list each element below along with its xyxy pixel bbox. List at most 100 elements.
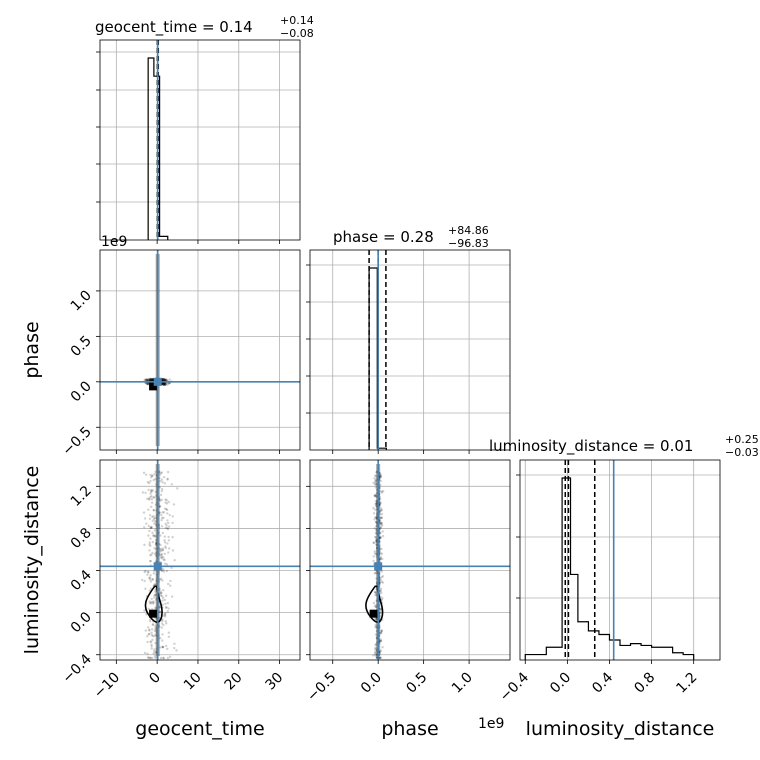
- sample-point: [144, 473, 148, 476]
- sample-point: [151, 623, 155, 627]
- sample-point: [150, 474, 154, 477]
- sample-point: [149, 377, 152, 381]
- sample-point: [151, 578, 154, 581]
- sample-point: [167, 539, 171, 542]
- sample-point: [373, 648, 377, 651]
- sample-point: [159, 592, 163, 595]
- sample-point: [378, 550, 381, 553]
- sample-point: [145, 378, 148, 381]
- sample-point: [161, 603, 164, 606]
- sample-point: [161, 378, 164, 381]
- tick-label: 0.0: [358, 670, 385, 697]
- sample-point: [378, 531, 381, 535]
- sample-point: [374, 591, 378, 595]
- sample-point: [375, 555, 378, 558]
- sample-point: [150, 647, 153, 650]
- sample-point: [175, 649, 178, 652]
- sample-point: [152, 515, 155, 518]
- sample-point: [163, 383, 167, 386]
- sample-point: [379, 649, 383, 652]
- sample-point: [146, 382, 149, 385]
- sample-point: [163, 377, 166, 381]
- sample-point: [162, 383, 165, 386]
- sample-point: [155, 554, 158, 557]
- sample-point: [160, 553, 163, 556]
- luminosity-distance-vs-geocent-time-panel: [96, 459, 301, 664]
- sample-point: [152, 508, 155, 512]
- sample-point: [158, 505, 162, 509]
- sample-point: [148, 576, 151, 579]
- sample-point: [374, 486, 377, 489]
- sample-point: [380, 631, 383, 634]
- sample-point: [375, 492, 378, 495]
- sample-point: [164, 378, 167, 382]
- sample-point: [170, 483, 173, 486]
- sample-point: [150, 526, 154, 530]
- sample-point: [380, 525, 383, 528]
- sample-point: [373, 550, 377, 553]
- sample-point: [163, 507, 167, 510]
- sample-point: [143, 609, 146, 612]
- truth-marker: [153, 377, 162, 386]
- tick-label: 0: [146, 670, 164, 688]
- sample-point: [148, 378, 151, 381]
- sample-point: [375, 655, 378, 658]
- sample-point: [164, 562, 167, 565]
- sample-point: [164, 602, 167, 606]
- sample-point: [373, 572, 377, 575]
- tick-label: −10: [91, 670, 123, 702]
- tick-label: 1.0: [449, 670, 476, 697]
- sample-point: [161, 382, 164, 385]
- sample-point: [148, 378, 152, 382]
- sample-point: [148, 378, 152, 382]
- sample-point: [159, 610, 162, 614]
- sample-point: [150, 525, 153, 529]
- sample-point: [145, 378, 148, 382]
- sample-point: [374, 483, 377, 486]
- sample-point: [163, 552, 166, 556]
- sample-point: [163, 613, 166, 616]
- sample-point: [163, 482, 167, 485]
- sample-point: [160, 498, 163, 502]
- phase-title-sub: −96.83: [448, 237, 489, 250]
- sample-point: [149, 580, 153, 583]
- sample-point: [164, 383, 167, 386]
- sample-point: [375, 524, 378, 528]
- sample-point: [151, 515, 154, 519]
- sample-point: [379, 479, 382, 483]
- sample-point: [150, 379, 154, 382]
- sample-point: [374, 535, 377, 539]
- sample-point: [374, 605, 378, 609]
- sample-point: [152, 508, 156, 512]
- sample-point: [147, 524, 151, 528]
- sample-point: [152, 496, 155, 499]
- sample-point: [373, 527, 377, 530]
- sample-point: [372, 654, 375, 657]
- sample-point: [374, 531, 378, 535]
- sample-point: [153, 648, 156, 651]
- sample-point: [142, 511, 146, 514]
- sample-point: [158, 479, 162, 483]
- sample-point: [164, 522, 167, 525]
- sample-point: [380, 490, 383, 493]
- sample-point: [158, 625, 161, 628]
- sample-point: [154, 490, 158, 494]
- sample-point: [374, 605, 378, 609]
- sample-point: [161, 645, 165, 649]
- sample-point: [152, 600, 155, 603]
- sample-point: [380, 523, 384, 527]
- axes-frame: [519, 459, 721, 661]
- sample-point: [374, 646, 377, 649]
- sample-point: [154, 651, 157, 655]
- sample-point: [172, 646, 176, 650]
- sample-point: [153, 529, 157, 532]
- sample-point: [146, 378, 149, 381]
- sample-point: [159, 549, 162, 552]
- sample-point: [146, 497, 149, 501]
- sample-point: [159, 556, 163, 559]
- sample-point: [163, 378, 166, 381]
- sample-point: [158, 504, 162, 508]
- sample-point: [148, 543, 151, 546]
- sample-point: [159, 547, 163, 551]
- sample-point: [148, 629, 151, 632]
